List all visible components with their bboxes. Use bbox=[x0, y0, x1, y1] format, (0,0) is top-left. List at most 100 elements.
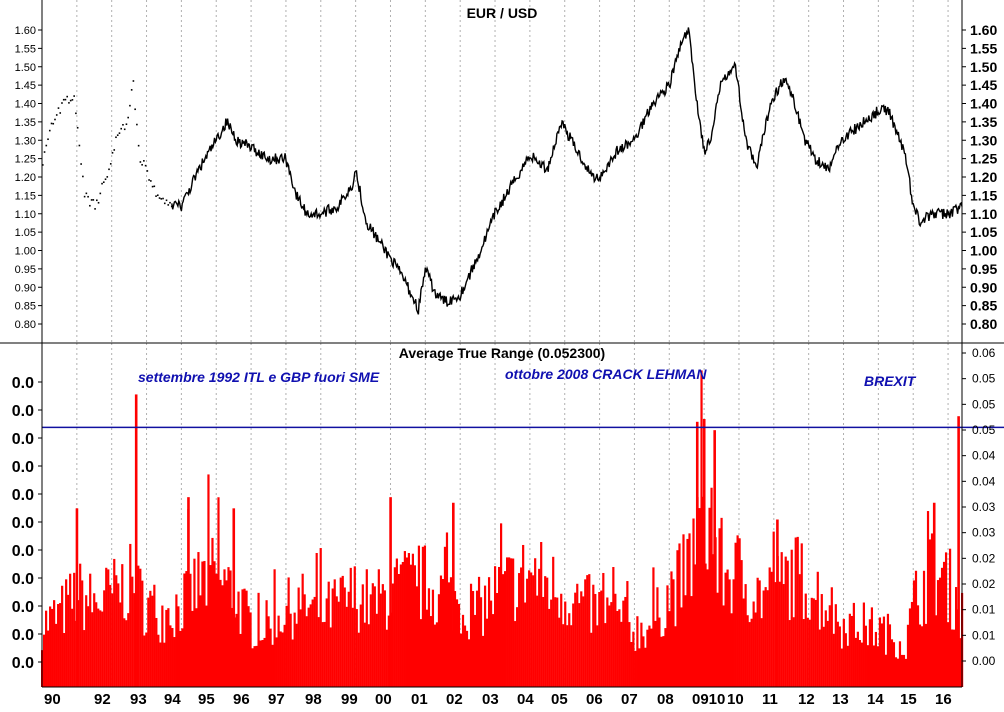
atr-bar bbox=[524, 602, 527, 687]
top-y-tick-left-4: 1.40 bbox=[15, 99, 36, 111]
atr-bar bbox=[323, 621, 326, 687]
top-y-tick-right-1: 1.55 bbox=[970, 40, 997, 56]
atr-bar bbox=[924, 623, 928, 687]
atr-bar bbox=[724, 572, 727, 687]
atr-bar bbox=[85, 595, 88, 687]
atr-bar bbox=[463, 625, 467, 687]
atr-bar bbox=[267, 616, 270, 687]
bottom-y-tick-left-4: 0.0 bbox=[12, 487, 34, 504]
atr-bar bbox=[750, 618, 753, 687]
atr-bar bbox=[309, 604, 312, 687]
atr-bar bbox=[744, 584, 747, 687]
atr-bar bbox=[768, 567, 771, 687]
price-dot bbox=[151, 185, 154, 188]
price-line bbox=[171, 27, 963, 315]
atr-bar bbox=[185, 571, 188, 687]
atr-bar bbox=[762, 590, 765, 687]
atr-bar bbox=[325, 598, 328, 687]
atr-bar bbox=[131, 576, 134, 687]
price-dot bbox=[162, 197, 164, 200]
atr-bar bbox=[345, 606, 348, 687]
atr-bar bbox=[151, 595, 154, 687]
atr-bar bbox=[481, 635, 485, 687]
x-tick-10: 01 bbox=[411, 691, 428, 707]
atr-bar bbox=[862, 602, 865, 687]
atr-bar bbox=[387, 615, 390, 687]
bottom-y-tick-left-7: 0.0 bbox=[12, 571, 34, 588]
atr-bar bbox=[189, 573, 192, 687]
atr-bar bbox=[532, 575, 535, 687]
atr-bar bbox=[952, 629, 956, 687]
atr-bar bbox=[321, 622, 324, 687]
atr-bar bbox=[774, 582, 777, 687]
top-y-tick-right-16: 0.80 bbox=[970, 316, 997, 332]
atr-bar bbox=[720, 517, 723, 687]
atr-bar bbox=[137, 565, 140, 687]
atr-bar bbox=[950, 629, 954, 687]
price-dot bbox=[160, 198, 163, 200]
atr-bar bbox=[315, 552, 318, 687]
atr-bar bbox=[632, 631, 635, 687]
atr-bar bbox=[704, 563, 707, 687]
atr-bar bbox=[802, 619, 805, 687]
price-dot bbox=[118, 132, 121, 134]
atr-bar bbox=[814, 599, 817, 687]
atr-bar bbox=[684, 595, 687, 687]
atr-bar bbox=[914, 570, 918, 687]
atr-bar bbox=[564, 601, 567, 687]
atr-bar bbox=[401, 561, 404, 687]
atr-bar bbox=[942, 561, 946, 687]
atr-bar bbox=[664, 628, 667, 687]
atr-bar bbox=[147, 597, 150, 687]
price-dot bbox=[150, 180, 152, 182]
atr-bar bbox=[642, 636, 645, 687]
atr-bar bbox=[654, 620, 657, 687]
price-dot bbox=[45, 144, 48, 147]
x-tick-3: 94 bbox=[164, 691, 181, 707]
atr-bar bbox=[718, 528, 721, 687]
atr-bar bbox=[594, 593, 597, 687]
atr-bar bbox=[167, 608, 170, 687]
price-dot bbox=[76, 126, 79, 129]
atr-bar bbox=[646, 629, 649, 687]
atr-bar bbox=[650, 628, 653, 687]
atr-bar bbox=[678, 543, 681, 687]
atr-bar bbox=[241, 589, 244, 687]
top-y-tick-right-15: 0.85 bbox=[970, 298, 997, 314]
atr-bar bbox=[483, 585, 487, 687]
atr-bar bbox=[558, 617, 561, 687]
atr-bar bbox=[457, 603, 461, 687]
atr-bar bbox=[794, 537, 797, 687]
x-tick-18: 0910 bbox=[692, 691, 725, 707]
bottom-y-tick-right-6: 0.03 bbox=[972, 500, 996, 514]
atr-bar bbox=[756, 577, 759, 687]
atr-bar bbox=[437, 594, 441, 687]
top-y-tick-left-1: 1.55 bbox=[15, 43, 36, 55]
atr-bar bbox=[65, 579, 68, 687]
atr-bar bbox=[858, 640, 861, 687]
atr-bar bbox=[177, 606, 180, 687]
atr-bar bbox=[371, 583, 374, 687]
atr-bar bbox=[381, 584, 384, 687]
atr-bar bbox=[606, 597, 609, 687]
atr-bar bbox=[554, 597, 557, 687]
x-tick-6: 97 bbox=[268, 691, 285, 707]
atr-bar bbox=[331, 588, 334, 687]
bottom-y-tick-right-7: 0.03 bbox=[972, 526, 996, 540]
atr-bar bbox=[103, 590, 106, 687]
top-y-tick-right-10: 1.10 bbox=[970, 206, 997, 222]
atr-bar bbox=[522, 544, 525, 687]
atr-bar bbox=[449, 577, 453, 687]
atr-bar bbox=[596, 625, 599, 687]
atr-bar bbox=[910, 601, 914, 687]
atr-bar bbox=[758, 580, 761, 687]
atr-bar bbox=[43, 634, 46, 687]
atr-bar bbox=[948, 548, 952, 687]
price-dot bbox=[59, 112, 62, 114]
atr-bar bbox=[99, 610, 102, 687]
top-y-tick-left-15: 0.85 bbox=[15, 301, 36, 313]
atr-bar bbox=[674, 626, 677, 687]
atr-bar bbox=[59, 603, 62, 687]
atr-bar bbox=[868, 619, 871, 687]
atr-bar bbox=[796, 536, 799, 687]
